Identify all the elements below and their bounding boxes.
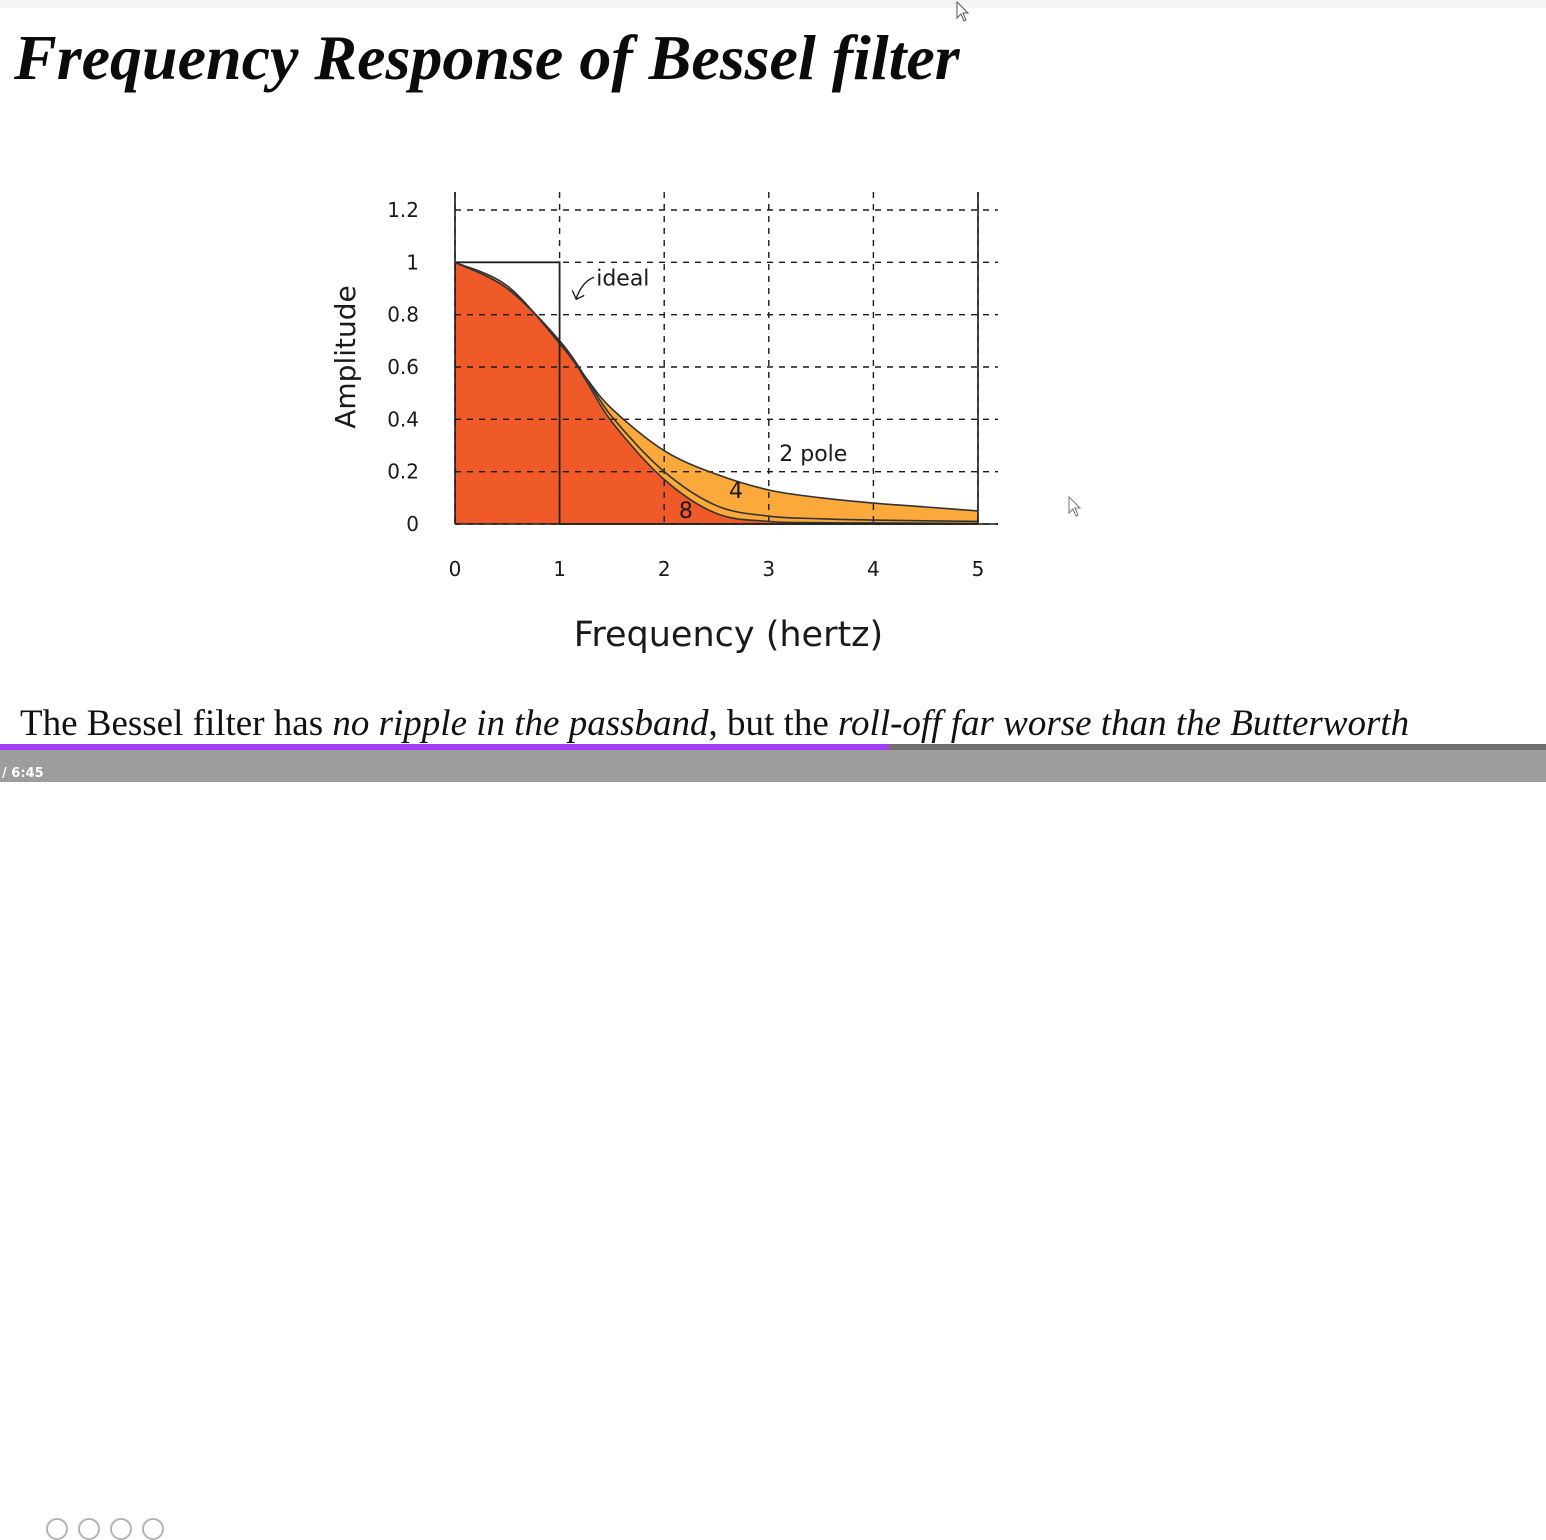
caption-part-1: The Bessel filter has <box>20 703 333 744</box>
caption-part-3: , but the <box>708 703 839 744</box>
play-button[interactable] <box>46 1518 68 1540</box>
series-area-8 <box>455 262 978 524</box>
x-tick-label-3: 3 <box>762 557 775 581</box>
x-tick-label-4: 4 <box>867 557 880 581</box>
x-tick-label-1: 1 <box>553 557 566 581</box>
x-tick-label-0: 0 <box>449 557 462 581</box>
rewind-button[interactable] <box>78 1518 100 1540</box>
y-tick-label-0: 0 <box>406 512 419 536</box>
x-axis-label: Frequency (hertz) <box>574 615 883 655</box>
series-label-ideal: ideal <box>596 266 649 291</box>
x-tick-label-2: 2 <box>658 557 671 581</box>
slide-caption: The Bessel filter has no ripple in the p… <box>20 702 1409 746</box>
top-strip <box>0 0 1546 8</box>
series-label-4: 4 <box>729 479 743 504</box>
video-progress-fill <box>0 744 889 750</box>
y-tick-label-1: 0.2 <box>387 460 419 484</box>
video-player-controls <box>0 746 1546 1540</box>
series-label-2-pole: 2 pole <box>779 442 847 467</box>
mouse-cursor-icon <box>956 1 970 22</box>
y-tick-label-2: 0.4 <box>387 407 419 431</box>
ideal-annotation-arrowhead <box>571 290 585 301</box>
y-axis-label: Amplitude <box>329 285 362 429</box>
slide-title: Frequency Response of Bessel filter <box>14 22 960 93</box>
y-tick-label-6: 1.2 <box>387 198 419 222</box>
series-label-8: 8 <box>679 499 693 524</box>
ideal-annotation-arrow <box>575 276 595 299</box>
video-progress-bar[interactable] <box>0 744 1546 750</box>
y-tick-label-4: 0.8 <box>387 303 419 327</box>
video-duration: / 6:45 <box>2 766 44 781</box>
forward-button[interactable] <box>110 1518 132 1540</box>
series-line-2-pole <box>454 261 979 512</box>
mouse-cursor-icon <box>1068 496 1082 517</box>
x-tick-label-5: 5 <box>972 557 985 581</box>
volume-button[interactable] <box>142 1518 164 1540</box>
series-line-ideal <box>455 261 978 525</box>
y-tick-label-3: 0.6 <box>387 355 419 379</box>
series-line-8 <box>454 261 979 525</box>
caption-emphasis-passband: no ripple in the passband <box>332 703 709 744</box>
caption-emphasis-rolloff: roll-off far worse than the Butterworth <box>838 703 1410 744</box>
bessel-frequency-response-chart: 0 1 2 3 4 5 0 0.2 0.4 0.6 0.8 1 1.2 Frequency (hertz)… <box>329 192 998 655</box>
y-tick-label-5: 1 <box>406 250 419 274</box>
